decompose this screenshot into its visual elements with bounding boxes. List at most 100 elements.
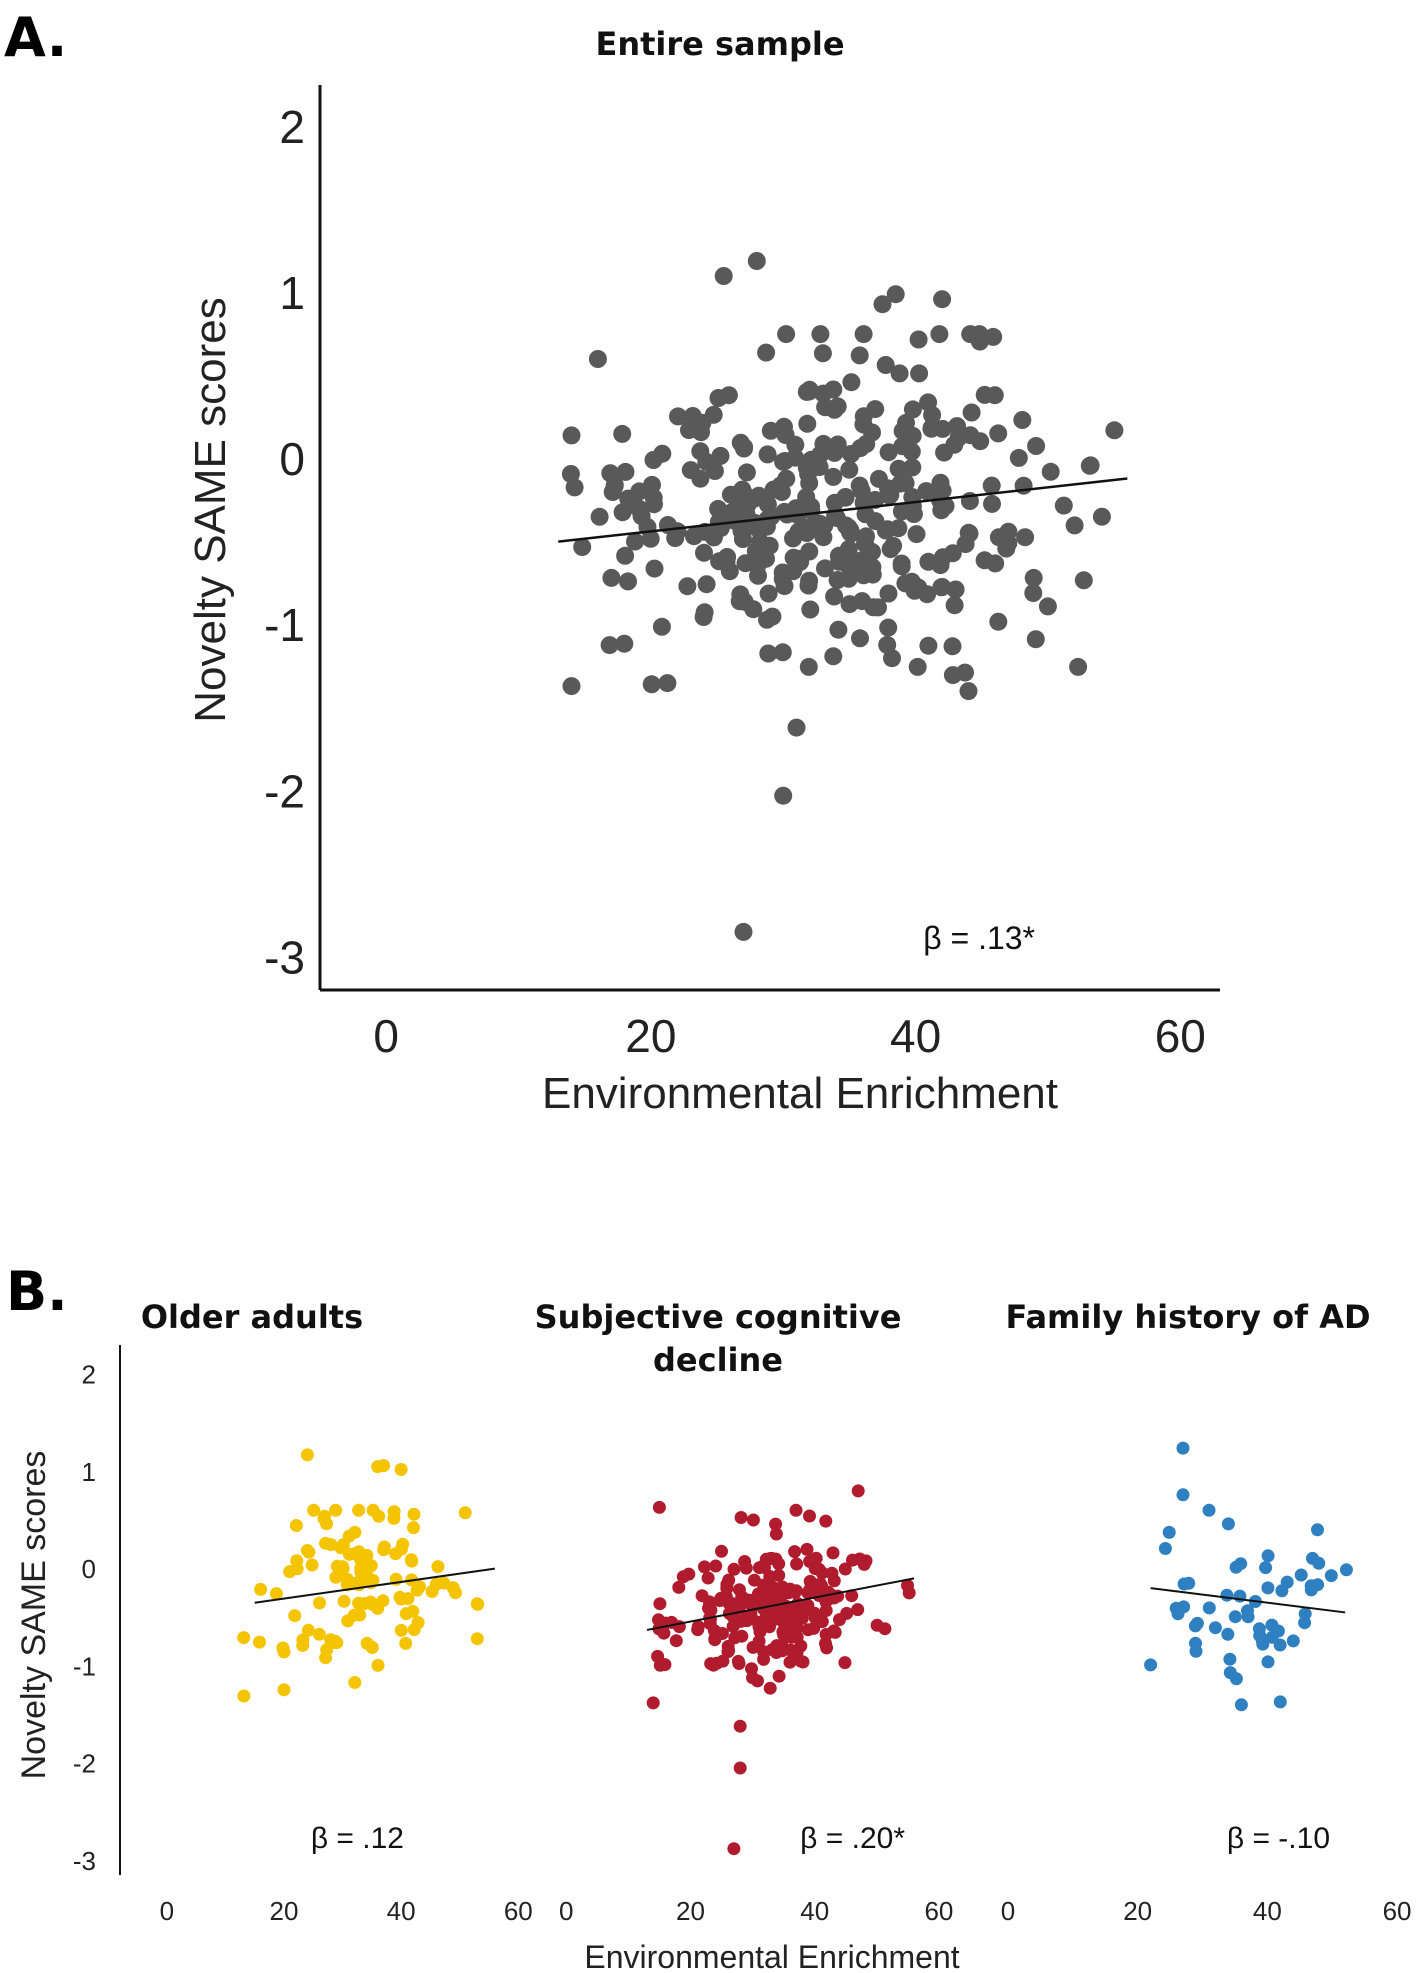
data-point [1202,1503,1216,1517]
data-point [982,476,1001,495]
data-point [879,443,898,462]
data-point [1171,1607,1185,1621]
data-point [669,1634,683,1648]
data-point [710,1656,724,1670]
data-point [999,522,1018,541]
data-point [600,636,619,655]
data-point [866,400,885,419]
data-point [1304,1579,1318,1593]
data-point [1228,1610,1242,1624]
x-tick-label: 0 [160,1896,174,1926]
data-point [816,559,834,578]
data-point [601,464,620,483]
data-point [1324,1569,1338,1583]
y-tick-label: -3 [264,931,305,983]
data-point [1294,1568,1308,1582]
data-point [772,1669,786,1683]
data-point [758,445,777,464]
data-point [1223,1666,1237,1680]
data-point [652,1500,666,1514]
data-point [840,460,859,479]
data-point [970,332,989,351]
data-point [1271,1624,1285,1638]
data-point [616,546,635,565]
data-point [946,580,965,599]
data-point [824,380,843,399]
data-point [829,620,848,639]
data-point [1013,411,1032,429]
data-point [658,674,677,693]
data-point [1026,630,1045,649]
x-tick-label: 60 [504,1896,533,1926]
x-tick-label: 20 [270,1896,299,1926]
data-point [329,1503,343,1517]
data-point [254,1582,268,1596]
data-point [919,636,938,655]
data-point [903,458,922,477]
data-point [901,1579,914,1592]
data-point [933,419,952,438]
data-point [797,524,816,542]
y-axis-label: Novelty SAME scores [15,1451,53,1780]
data-point [305,1558,319,1572]
data-point [825,587,844,606]
data-point [695,603,714,622]
data-point [975,385,994,404]
y-tick-label: 2 [279,101,305,153]
data-point [989,424,1008,443]
data-point [1054,496,1073,515]
data-point [360,1548,374,1562]
data-point [801,1599,815,1612]
beta-annotation: β = .13* [923,920,1035,956]
data-point [840,595,859,614]
data-point [269,1587,283,1601]
data-point [746,1513,760,1527]
y-tick-label: 1 [82,1457,96,1487]
data-point [828,435,847,454]
y-tick-label: -1 [264,599,305,651]
data-point [746,1640,760,1654]
data-point [842,445,861,463]
data-point [695,543,713,562]
data-point [645,559,664,578]
x-tick-label: 0 [373,1010,399,1062]
data-point [1273,1695,1287,1709]
data-point [721,485,740,504]
data-point [845,1589,859,1603]
data-point [1261,1549,1275,1563]
data-point [739,1561,753,1575]
data-point [732,521,751,540]
data-point [881,485,900,504]
data-point [790,1630,804,1644]
data-point [588,350,607,368]
data-point [630,482,649,501]
data-point [290,1562,304,1576]
data-point [747,252,766,270]
data-point [341,1614,355,1628]
panel-b-label: B. [6,1260,68,1323]
y-tick-label: -1 [73,1651,96,1681]
data-point [733,1719,747,1733]
y-tick-label: -2 [73,1749,96,1779]
data-point [319,1536,333,1550]
data-point [449,1586,462,1600]
data-point [760,536,779,555]
data-point [708,1632,722,1646]
data-point [788,1545,802,1559]
data-point [364,1559,378,1573]
data-point [651,1649,665,1663]
data-point [1176,1488,1190,1502]
data-point [1221,1627,1235,1641]
data-point [562,426,581,445]
data-point [340,1572,354,1586]
y-tick-label: 1 [279,267,305,319]
data-point [734,1614,748,1628]
y-tick-label: -2 [264,765,305,817]
data-point [784,562,803,581]
data-point [896,574,915,593]
data-point [681,461,700,480]
data-point [761,421,780,440]
data-point [757,1645,771,1659]
data-point [873,295,892,314]
data-point [758,610,776,629]
